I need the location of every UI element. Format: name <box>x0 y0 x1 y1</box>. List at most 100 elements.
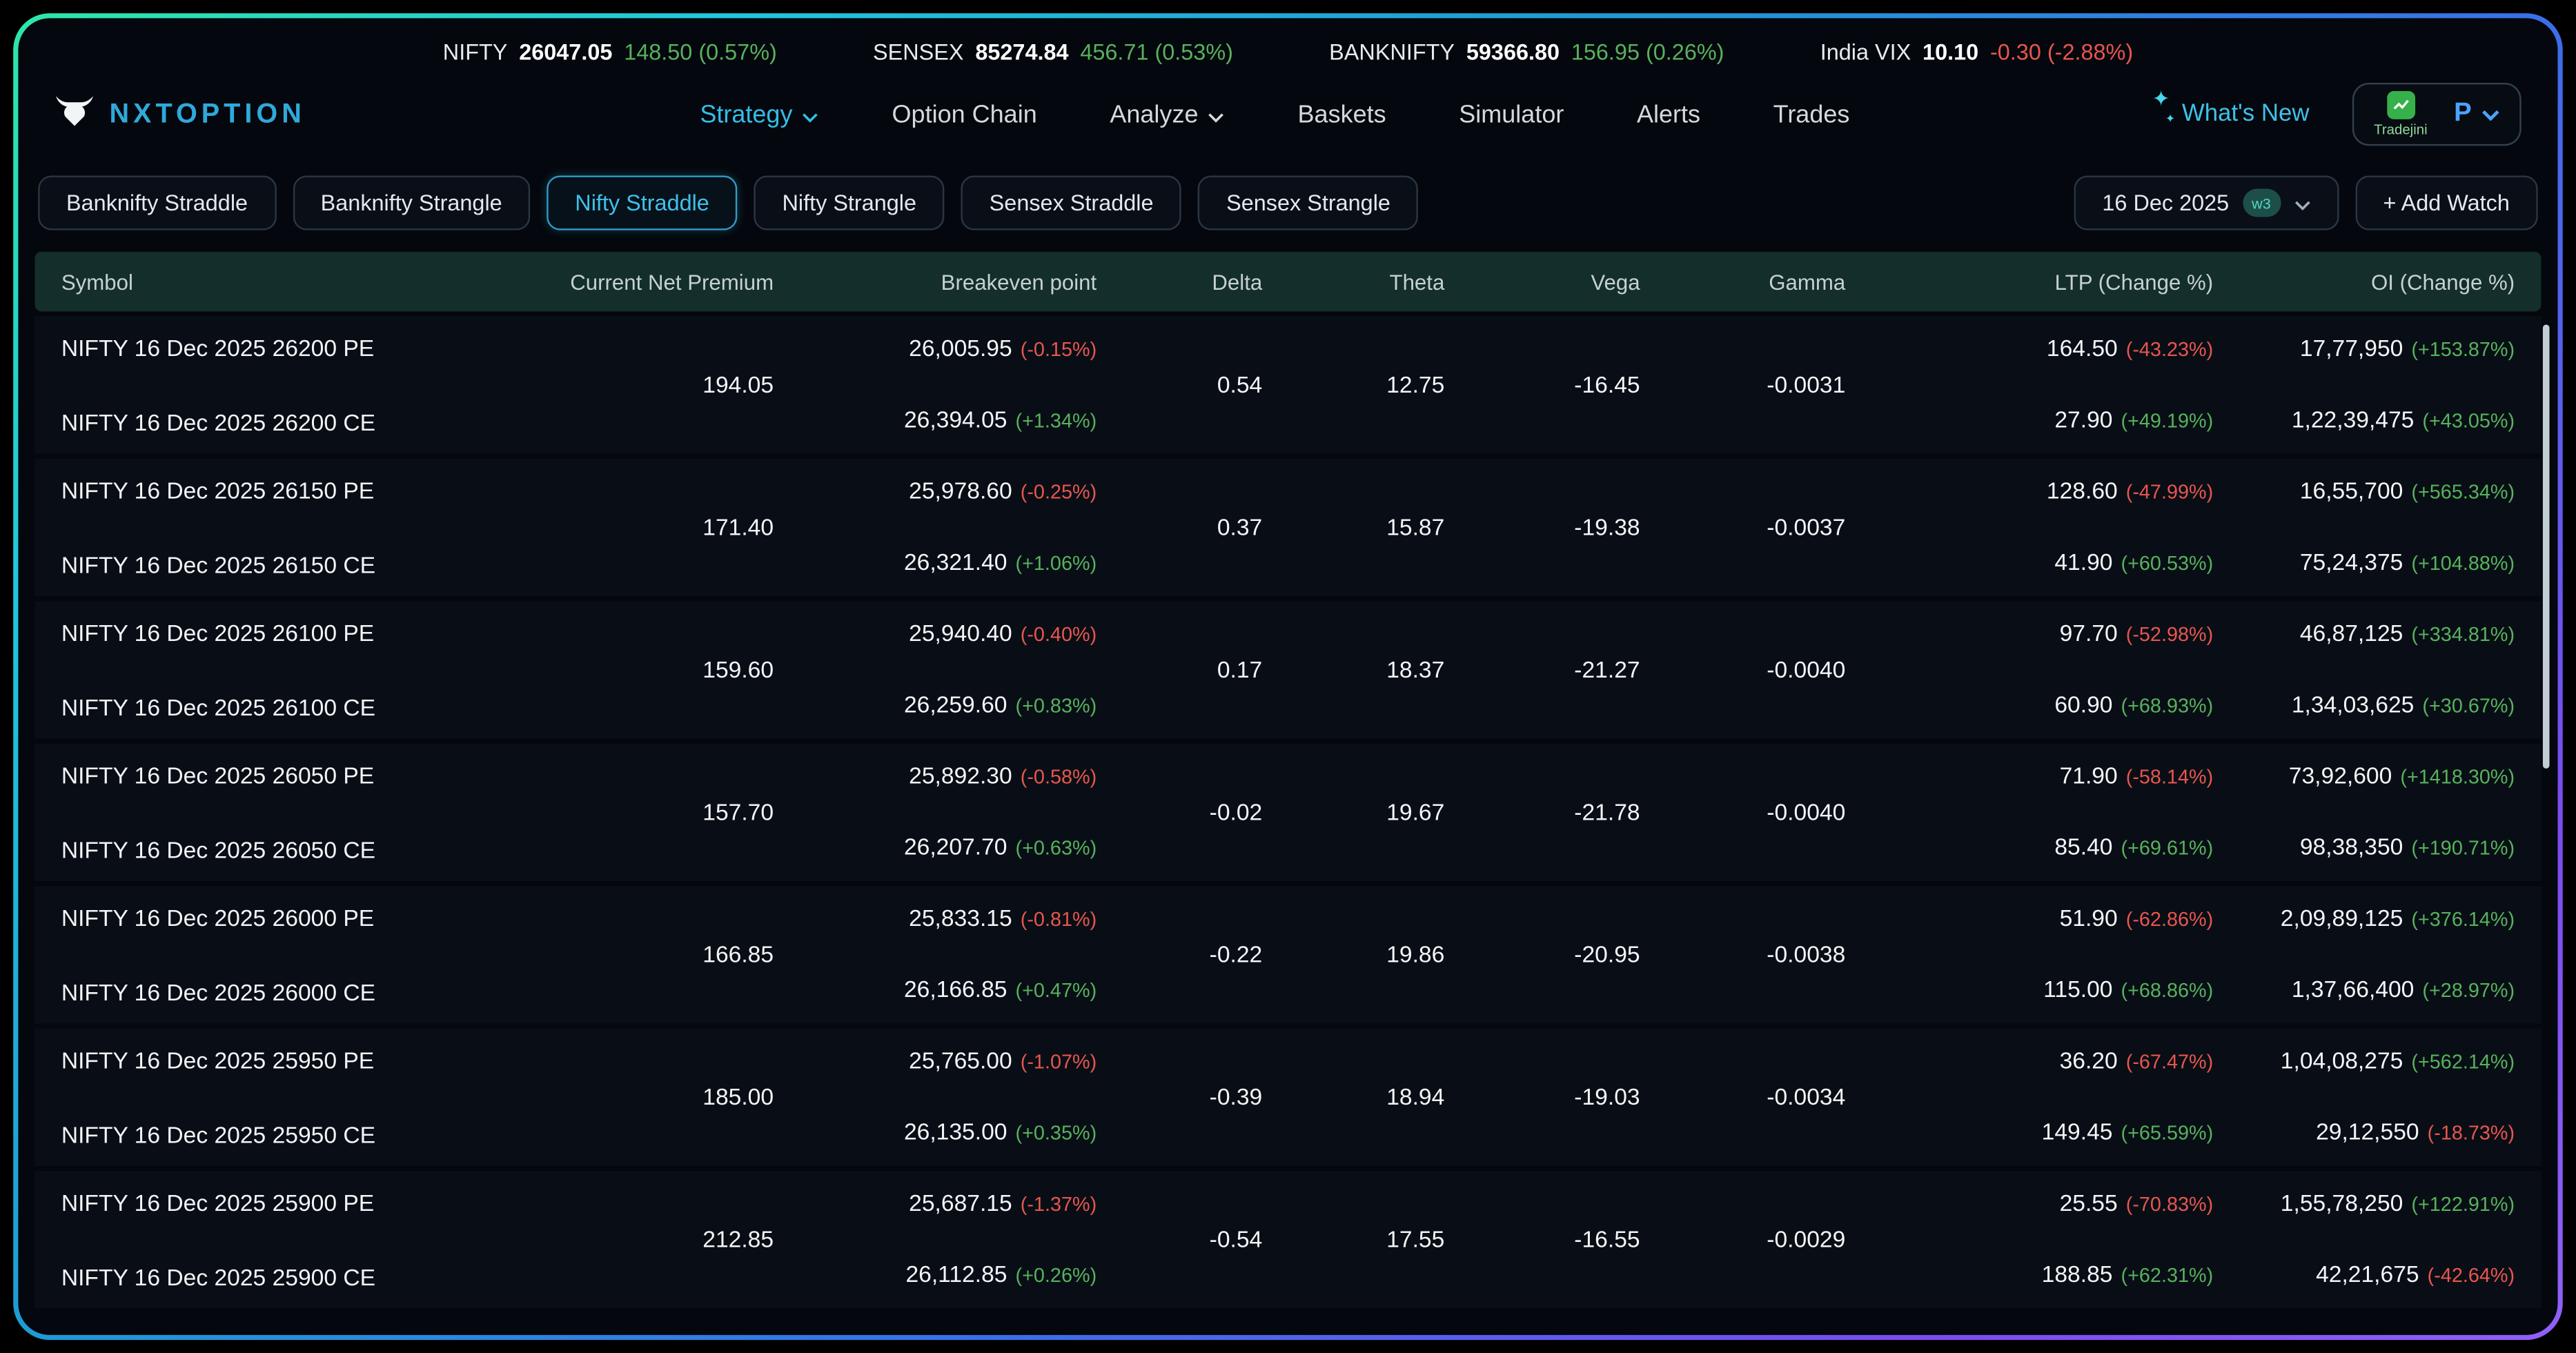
breakeven-ce-change: (+0.83%) <box>1015 693 1097 718</box>
tab-nifty-straddle[interactable]: Nifty Straddle <box>547 175 738 230</box>
ticker-name: NIFTY <box>442 39 508 65</box>
oi-pe-change: (+153.87%) <box>2411 337 2515 362</box>
nav-item-analyze[interactable]: Analyze <box>1110 100 1225 128</box>
nav-item-trades[interactable]: Trades <box>1773 100 1850 128</box>
symbol-pe: NIFTY 16 Dec 2025 26000 PE <box>61 904 375 931</box>
oi-ce-change: (+190.71%) <box>2411 836 2515 860</box>
symbol-cell: NIFTY 16 Dec 2025 26200 PE NIFTY 16 Dec … <box>61 317 533 454</box>
theta-value: 15.87 <box>1386 512 1445 540</box>
oi-pe-value: 73,92,600 <box>2288 762 2392 789</box>
table-row[interactable]: NIFTY 16 Dec 2025 26100 PE NIFTY 16 Dec … <box>35 601 2541 739</box>
oi-ce-value: 1,34,03,625 <box>2291 691 2415 718</box>
delta-cell: -0.39 <box>1097 1083 1263 1112</box>
nav-item-baskets[interactable]: Baskets <box>1298 100 1386 128</box>
oi-pe-change: (+376.14%) <box>2411 907 2515 931</box>
nav-item-alerts[interactable]: Alerts <box>1637 100 1700 128</box>
ltp-ce-value: 115.00 <box>2043 975 2113 1003</box>
ticker-sensex: SENSEX 85274.84 456.71 (0.53%) <box>873 40 1233 65</box>
breakeven-pe-change: (-0.15%) <box>1020 337 1097 362</box>
symbol-ce: NIFTY 16 Dec 2025 25900 CE <box>61 1263 376 1291</box>
app-header: NXTOPTION Strategy Option Chain Analyze … <box>18 75 2557 161</box>
table-row[interactable]: NIFTY 16 Dec 2025 26150 PE NIFTY 16 Dec … <box>35 458 2541 597</box>
delta-cell: -0.54 <box>1097 1225 1263 1254</box>
vega-value: -16.55 <box>1574 1225 1640 1252</box>
tab-sensex-straddle[interactable]: Sensex Straddle <box>961 175 1182 230</box>
gamma-value: -0.0029 <box>1767 1225 1846 1252</box>
table-row[interactable]: NIFTY 16 Dec 2025 26000 PE NIFTY 16 Dec … <box>35 886 2541 1024</box>
net-premium-value: 157.70 <box>702 797 774 824</box>
weekly-expiry-badge: w3 <box>2242 188 2281 217</box>
symbol-pe: NIFTY 16 Dec 2025 26200 PE <box>61 334 375 362</box>
oi-pe-value: 2,09,89,125 <box>2280 904 2403 931</box>
oi-pe-change: (+562.14%) <box>2411 1049 2515 1074</box>
tab-nifty-strangle[interactable]: Nifty Strangle <box>754 175 945 230</box>
ltp-cell: 25.55 (-70.83%) 188.85 (+62.31%) <box>1845 1171 2214 1308</box>
ticker-value: 10.10 <box>1923 39 1979 65</box>
ltp-ce-value: 60.90 <box>2054 691 2113 718</box>
col-ltp: LTP (Change %) <box>2054 269 2214 295</box>
net-premium-value: 166.85 <box>702 940 774 967</box>
whats-new-link[interactable]: ✦ ✦ What's New <box>2152 86 2310 128</box>
nav-item-simulator[interactable]: Simulator <box>1459 100 1564 128</box>
expiry-date-select[interactable]: 16 Dec 2025 w3 <box>2074 175 2339 230</box>
breakeven-ce-change: (+0.26%) <box>1015 1263 1097 1287</box>
col-oi: OI (Change %) <box>2370 269 2515 295</box>
broker-label: Tradejini <box>2374 121 2428 138</box>
tab-banknifty-strangle[interactable]: Banknifty Strangle <box>292 175 531 230</box>
tab-label: Nifty Straddle <box>575 190 709 216</box>
breakeven-cell: 25,833.15 (-0.81%) 26,166.85 (+0.47%) <box>774 886 1097 1023</box>
ltp-ce-change: (+49.19%) <box>2121 408 2214 433</box>
app-window: NIFTY 26047.05 148.50 (0.57%) SENSEX 852… <box>18 18 2558 1335</box>
net-premium-cell: 171.40 <box>533 513 774 542</box>
add-watch-button[interactable]: + Add Watch <box>2354 175 2538 230</box>
gamma-cell: -0.0040 <box>1640 798 1845 827</box>
ltp-ce-change: (+69.61%) <box>2121 836 2214 860</box>
breakeven-ce-change: (+1.06%) <box>1015 551 1097 575</box>
oi-ce-change: (+30.67%) <box>2422 693 2515 718</box>
oi-pe-value: 1,55,78,250 <box>2280 1189 2403 1216</box>
symbol-ce: NIFTY 16 Dec 2025 26000 CE <box>61 978 376 1006</box>
tab-label: Banknifty Strangle <box>320 190 502 216</box>
table-row[interactable]: NIFTY 16 Dec 2025 25950 PE NIFTY 16 Dec … <box>35 1028 2541 1167</box>
table-row[interactable]: NIFTY 16 Dec 2025 26050 PE NIFTY 16 Dec … <box>35 743 2541 882</box>
profile-menu[interactable]: P <box>2454 99 2499 129</box>
delta-value: -0.02 <box>1209 797 1263 824</box>
tab-sensex-strangle[interactable]: Sensex Strangle <box>1198 175 1419 230</box>
oi-cell: 1,55,78,250 (+122.91%) 42,21,675 (-42.64%) <box>2213 1171 2515 1308</box>
breakeven-pe-change: (-1.07%) <box>1020 1049 1097 1074</box>
table-header: Symbol Current Net Premium Breakeven poi… <box>35 251 2541 312</box>
nav-item-strategy[interactable]: Strategy <box>700 100 819 128</box>
breakeven-pe-change: (-0.40%) <box>1020 622 1097 646</box>
breakeven-pe-value: 26,005.95 <box>909 334 1012 362</box>
table-row[interactable]: NIFTY 16 Dec 2025 26200 PE NIFTY 16 Dec … <box>35 316 2541 454</box>
breakeven-ce-value: 26,321.40 <box>903 548 1007 575</box>
ltp-pe-change: (-52.98%) <box>2125 622 2214 646</box>
oi-pe-value: 16,55,700 <box>2299 477 2403 504</box>
symbol-cell: NIFTY 16 Dec 2025 26100 PE NIFTY 16 Dec … <box>61 601 533 738</box>
main-nav: Strategy Option Chain Analyze Baskets Si… <box>394 100 2155 128</box>
symbol-pe: NIFTY 16 Dec 2025 26150 PE <box>61 477 375 504</box>
gamma-value: -0.0038 <box>1767 940 1846 967</box>
oi-ce-change: (+28.97%) <box>2422 978 2515 1003</box>
theta-cell: 17.55 <box>1262 1225 1444 1254</box>
tab-label: Nifty Strangle <box>782 190 917 216</box>
vertical-scrollbar-thumb[interactable] <box>2542 324 2550 769</box>
col-net-premium: Current Net Premium <box>570 269 774 295</box>
oi-ce-change: (+104.88%) <box>2411 551 2515 575</box>
broker-badge[interactable]: Tradejini <box>2374 91 2428 137</box>
ltp-pe-change: (-62.86%) <box>2125 907 2214 931</box>
breakeven-pe-change: (-1.37%) <box>1020 1192 1097 1216</box>
breakeven-pe-value: 25,892.30 <box>909 762 1012 789</box>
breakeven-ce-value: 26,135.00 <box>903 1118 1007 1145</box>
nav-item-option-chain[interactable]: Option Chain <box>892 100 1037 128</box>
tab-banknifty-straddle[interactable]: Banknifty Straddle <box>38 175 276 230</box>
vega-cell: -21.78 <box>1444 798 1640 827</box>
breakeven-pe-change: (-0.81%) <box>1020 907 1097 931</box>
delta-value: -0.22 <box>1209 940 1263 967</box>
col-delta: Delta <box>1212 269 1263 295</box>
vega-value: -21.78 <box>1574 797 1640 824</box>
vega-cell: -20.95 <box>1444 940 1640 969</box>
breakeven-cell: 25,687.15 (-1.37%) 26,112.85 (+0.26%) <box>774 1171 1097 1308</box>
table-row[interactable]: NIFTY 16 Dec 2025 25900 PE NIFTY 16 Dec … <box>35 1171 2541 1309</box>
vega-cell: -16.45 <box>1444 371 1640 400</box>
